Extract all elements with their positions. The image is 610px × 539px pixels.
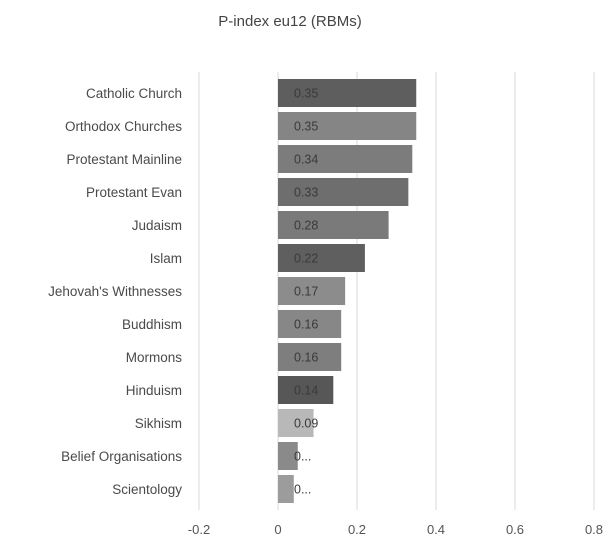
bar <box>278 112 417 140</box>
bar <box>278 376 334 404</box>
data-label: 0... <box>294 450 311 464</box>
bar <box>278 277 346 305</box>
x-tick-label: 0.6 <box>506 522 524 537</box>
category-labels: Catholic Church Orthodox Churches Protesta… <box>48 86 182 497</box>
chart-title: P-index eu12 (RBMs) <box>218 13 361 30</box>
category-label: Orthodox Churches <box>65 119 182 134</box>
data-label: 0.16 <box>294 318 318 332</box>
data-label: 0.09 <box>294 417 318 431</box>
bar <box>278 145 413 173</box>
data-label: 0.35 <box>294 87 318 101</box>
x-tick-label: 0.8 <box>585 522 603 537</box>
x-tick-label: 0 <box>274 522 281 537</box>
bar <box>278 310 342 338</box>
category-label: Catholic Church <box>86 86 182 101</box>
data-label: 0.22 <box>294 252 318 266</box>
x-tick-label: 0.2 <box>348 522 366 537</box>
bar <box>278 442 298 470</box>
data-label: 0.35 <box>294 120 318 134</box>
data-label: 0.34 <box>294 153 318 167</box>
data-label: 0.33 <box>294 186 318 200</box>
category-label: Jehovah's Withnesses <box>48 284 182 299</box>
bar <box>278 244 365 272</box>
category-label: Protestant Evan <box>86 185 182 200</box>
data-label: 0.16 <box>294 351 318 365</box>
data-label: 0.17 <box>294 285 318 299</box>
category-label: Sikhism <box>135 416 182 431</box>
bars <box>278 79 417 503</box>
data-label: 0... <box>294 483 311 497</box>
x-tick-labels: -0.2 0 0.2 0.4 0.6 0.8 <box>188 522 603 537</box>
category-label: Islam <box>150 251 182 266</box>
category-label: Belief Organisations <box>61 449 182 464</box>
data-labels: 0.35 0.35 0.34 0.33 0.28 0.22 0.17 0.16 0.16 0.14… <box>294 87 318 497</box>
category-label: Judaism <box>132 218 182 233</box>
bar <box>278 475 294 503</box>
bar <box>278 178 409 206</box>
x-tick-label: 0.4 <box>427 522 445 537</box>
bar <box>278 343 342 371</box>
bar <box>278 211 389 239</box>
bar <box>278 409 314 437</box>
data-label: 0.14 <box>294 384 318 398</box>
category-label: Scientology <box>112 482 182 497</box>
bar <box>278 79 417 107</box>
category-label: Hinduism <box>126 383 182 398</box>
x-tick-label: -0.2 <box>188 522 210 537</box>
category-label: Mormons <box>126 350 183 365</box>
category-label: Buddhism <box>122 317 182 332</box>
category-label: Protestant Mainline <box>66 152 182 167</box>
data-label: 0.28 <box>294 219 318 233</box>
